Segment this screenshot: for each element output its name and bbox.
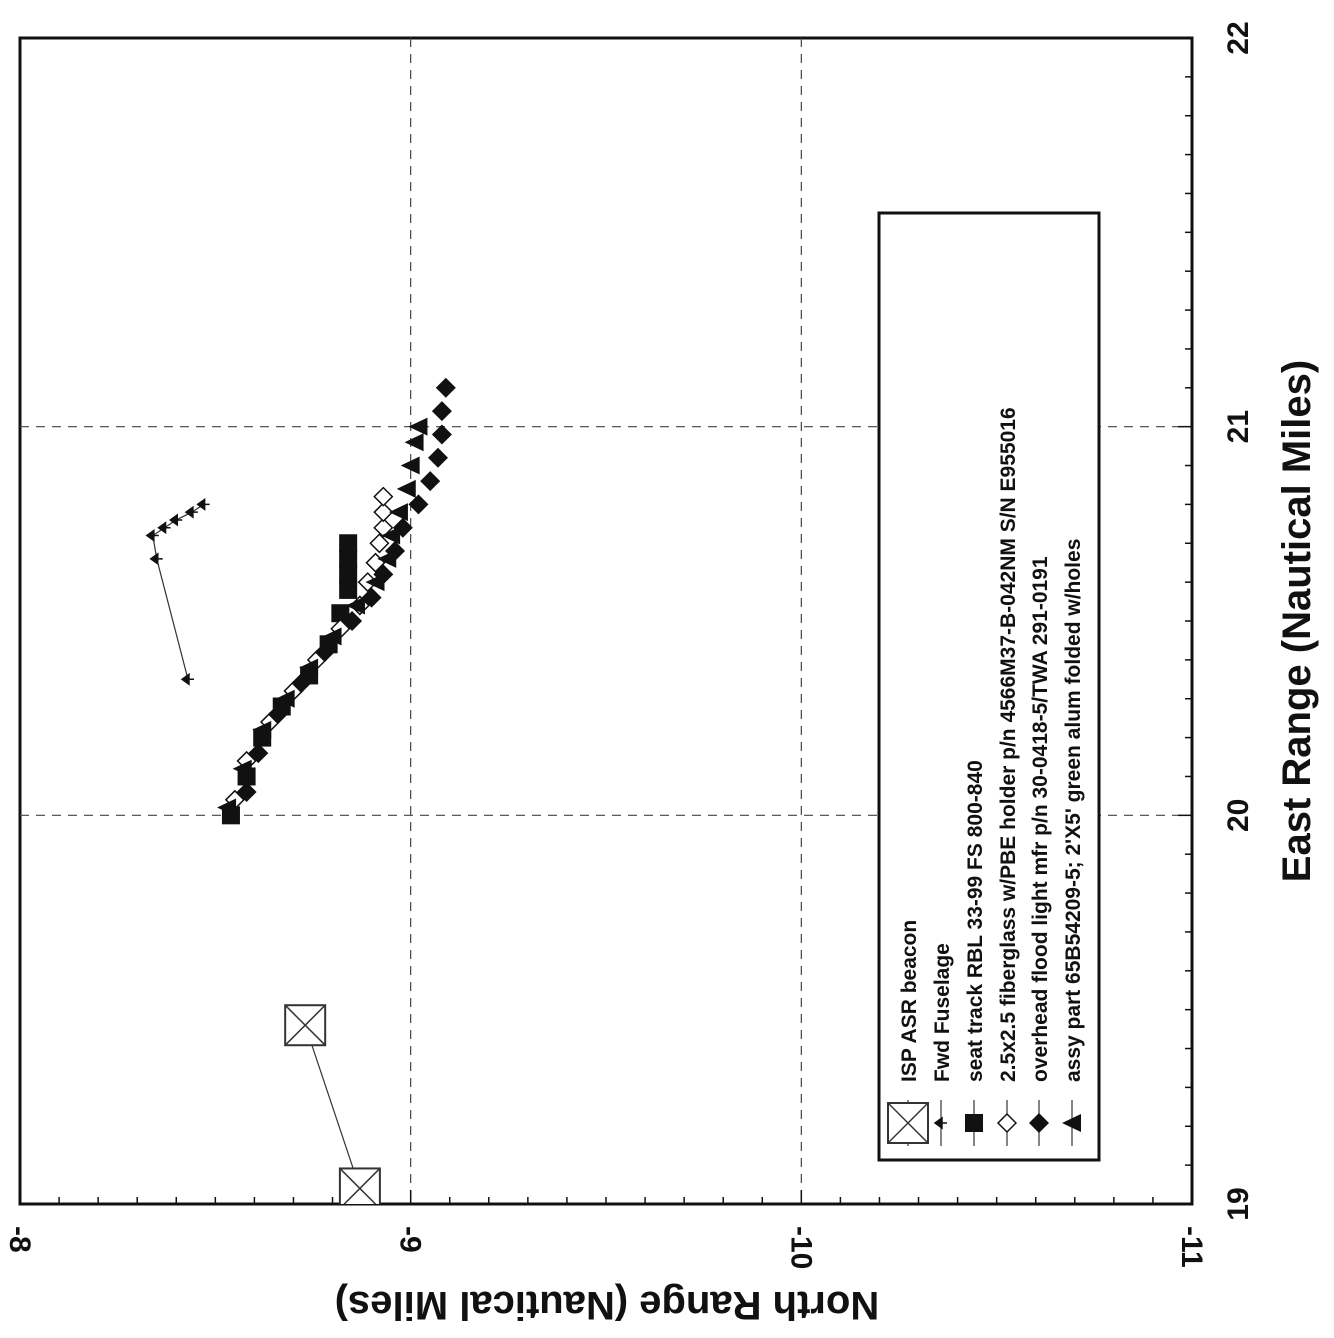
legend-marker: [965, 1114, 983, 1132]
y-tick-label: -8: [3, 1226, 36, 1253]
x-tick-labels: 19 20 21 22: [1222, 21, 1255, 1220]
series-layer: [145, 377, 456, 1204]
legend-entry: seat track RBL 33-99 FS 800-840: [964, 760, 987, 1146]
y-tick-label: -10: [784, 1226, 817, 1269]
y-tick-label: -9: [394, 1226, 427, 1253]
data-point: [299, 658, 319, 677]
x-axis-title: East Range (Nautical Miles): [1275, 360, 1319, 882]
data-point: [339, 565, 358, 584]
legend-entry: 2.5x2.5 fiberglass w/PBE holder p/n 4566…: [996, 407, 1020, 1146]
data-point: [149, 552, 163, 566]
legend-marker: [996, 1112, 1018, 1134]
data-point: [232, 759, 252, 778]
legend-marker: [1029, 1113, 1049, 1133]
data-point: [373, 517, 394, 538]
legend-entry: ISP ASR beacon: [887, 920, 929, 1146]
data-point: [331, 604, 350, 623]
data-point: [339, 534, 358, 553]
legend-label: 2.5x2.5 fiberglass w/PBE holder p/n 4566…: [997, 407, 1020, 1082]
data-point: [248, 743, 269, 764]
legend-marker: [887, 1102, 929, 1144]
data-point: [377, 549, 397, 568]
x-tick-label: 21: [1222, 410, 1255, 443]
data-point: [428, 447, 449, 468]
y-tick-labels: -8 -9 -10 -11: [3, 1226, 1208, 1269]
data-point: [252, 720, 272, 739]
x-tick-label: 20: [1222, 799, 1255, 832]
legend-label: ISP ASR beacon: [898, 920, 921, 1082]
data-point: [431, 424, 452, 445]
data-point: [236, 782, 257, 803]
legend-label: Fwd Fuselage: [931, 943, 954, 1082]
legend-box: [877, 211, 1101, 1162]
data-point: [381, 526, 401, 545]
data-point: [196, 497, 210, 511]
legend-marker: [933, 1116, 947, 1130]
data-point: [291, 673, 312, 694]
series-line: [304, 1025, 361, 1189]
data-point: [267, 704, 288, 725]
legend-entry: Fwd Fuselage: [931, 943, 954, 1146]
legend-label: seat track RBL 33-99 FS 800-840: [964, 760, 987, 1082]
data-point: [180, 672, 194, 686]
data-point: [322, 627, 342, 646]
data-point: [435, 377, 456, 398]
data-point: [342, 611, 363, 631]
data-point: [217, 798, 237, 817]
data-point: [145, 529, 159, 542]
data-point: [431, 401, 452, 422]
legend-entry: assy part 65B54209-5; 2'X5' green alum f…: [1062, 539, 1085, 1146]
data-point: [345, 596, 365, 615]
data-point: [400, 456, 420, 475]
y-tick-label: -11: [1175, 1226, 1208, 1268]
data-point: [314, 642, 335, 663]
data-point: [338, 1167, 381, 1204]
data-point: [275, 689, 295, 708]
minor-ticks: [19, 37, 1193, 1205]
legend-label: assy part 65B54209-5; 2'X5' green alum f…: [1062, 539, 1085, 1082]
legend-label: overhead flood light mfr p/n 30-0418-5/T…: [1029, 556, 1052, 1082]
data-point: [361, 587, 382, 608]
data-point: [404, 433, 424, 452]
data-point: [339, 580, 358, 599]
x-tick-label: 19: [1222, 1187, 1255, 1220]
data-point: [373, 502, 394, 523]
legend: ISP ASR beacon Fwd Fuselage seat track RBL…: [877, 211, 1101, 1162]
legend-entry: overhead flood light mfr p/n 30-0418-5/T…: [1029, 556, 1052, 1146]
data-point: [184, 505, 198, 519]
data-point: [373, 486, 394, 507]
series-0: [284, 1004, 381, 1204]
y-axis-title: North Range (Nautical Miles): [335, 1283, 880, 1327]
data-point: [408, 494, 429, 515]
series-5: [217, 417, 428, 817]
legend-marker: [1062, 1114, 1081, 1132]
data-point: [365, 573, 385, 592]
data-point: [408, 417, 428, 436]
data-point: [157, 521, 171, 535]
series-1: [145, 497, 210, 686]
data-point: [339, 549, 358, 568]
x-tick-label: 22: [1222, 21, 1255, 54]
data-point: [369, 533, 390, 554]
data-point: [396, 479, 416, 498]
data-point: [284, 1004, 327, 1047]
data-point: [420, 471, 441, 492]
data-point: [388, 503, 408, 522]
data-point: [168, 513, 183, 527]
